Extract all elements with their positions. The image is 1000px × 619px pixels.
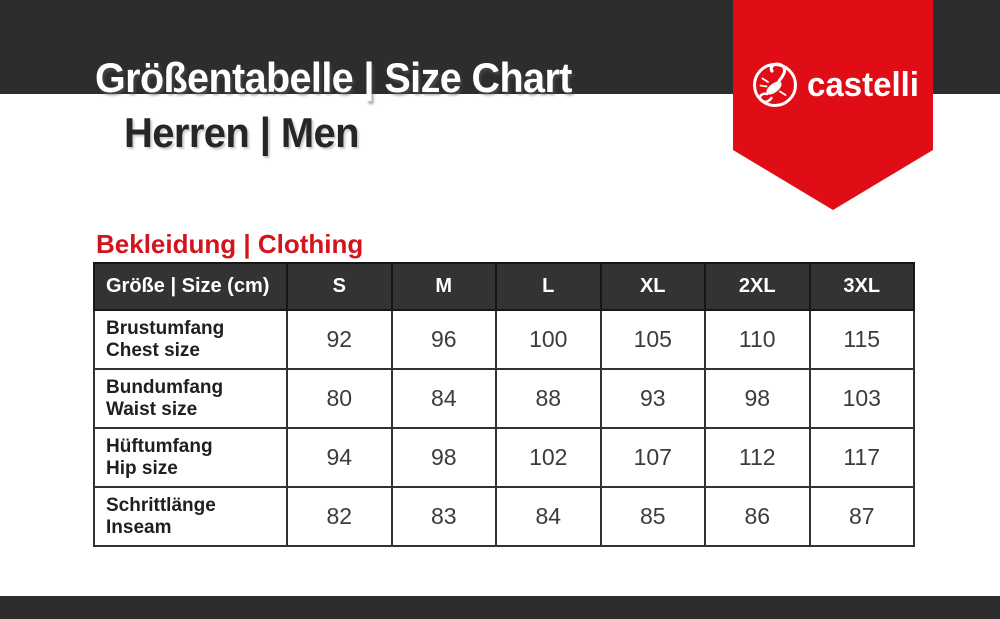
table-cell: 100 bbox=[495, 309, 602, 370]
row-label-en: Chest size bbox=[106, 339, 200, 361]
table-cell: 83 bbox=[390, 486, 497, 547]
row-label-de: Bundumfang bbox=[106, 376, 224, 398]
brand-pennant: castelli bbox=[733, 0, 933, 210]
table-cell: 86 bbox=[704, 486, 811, 547]
page-subtitle: Herren | Men bbox=[124, 109, 360, 156]
table-cell: 98 bbox=[704, 368, 811, 429]
table-cell: 82 bbox=[286, 486, 393, 547]
table-cell: 115 bbox=[808, 309, 915, 370]
table-cell: 103 bbox=[808, 368, 915, 429]
table-header-row: Größe | Size (cm) S M L XL 2XL 3XL bbox=[93, 262, 915, 311]
column-header-s: S bbox=[286, 262, 393, 311]
table-cell: 94 bbox=[286, 427, 393, 488]
table-cell: 84 bbox=[390, 368, 497, 429]
table-cell: 87 bbox=[808, 486, 915, 547]
table-cell: 96 bbox=[390, 309, 497, 370]
row-label-en: Hip size bbox=[106, 457, 178, 479]
row-label: Brustumfang Chest size bbox=[93, 309, 288, 370]
pennant-ribbon bbox=[733, 0, 933, 210]
table-row-waist: Bundumfang Waist size 80 84 88 93 98 103 bbox=[93, 368, 915, 429]
row-label: Bundumfang Waist size bbox=[93, 368, 288, 429]
table-row-chest: Brustumfang Chest size 92 96 100 105 110… bbox=[93, 309, 915, 370]
table-cell: 105 bbox=[599, 309, 706, 370]
table-cell: 110 bbox=[704, 309, 811, 370]
bottom-banner bbox=[0, 596, 1000, 619]
column-header-size: Größe | Size (cm) bbox=[93, 262, 288, 311]
row-label-de: Hüftumfang bbox=[106, 435, 213, 457]
brand-wordmark: castelli bbox=[807, 66, 919, 104]
table-cell: 84 bbox=[495, 486, 602, 547]
column-header-m: M bbox=[390, 262, 497, 311]
row-label: Hüftumfang Hip size bbox=[93, 427, 288, 488]
table-cell: 92 bbox=[286, 309, 393, 370]
table-cell: 85 bbox=[599, 486, 706, 547]
table-cell: 112 bbox=[704, 427, 811, 488]
column-header-l: L bbox=[495, 262, 602, 311]
table-cell: 80 bbox=[286, 368, 393, 429]
row-label: Schrittlänge Inseam bbox=[93, 486, 288, 547]
table-cell: 88 bbox=[495, 368, 602, 429]
row-label-de: Brustumfang bbox=[106, 317, 225, 339]
table-row-inseam: Schrittlänge Inseam 82 83 84 85 86 87 bbox=[93, 486, 915, 547]
row-label-de: Schrittlänge bbox=[106, 494, 216, 516]
table-row-hip: Hüftumfang Hip size 94 98 102 107 112 11… bbox=[93, 427, 915, 488]
table-cell: 107 bbox=[599, 427, 706, 488]
table-cell: 98 bbox=[390, 427, 497, 488]
row-label-en: Inseam bbox=[106, 516, 172, 538]
column-header-3xl: 3XL bbox=[808, 262, 915, 311]
column-header-2xl: 2XL bbox=[704, 262, 811, 311]
table-cell: 102 bbox=[495, 427, 602, 488]
scorpion-icon bbox=[753, 62, 797, 107]
table-cell: 93 bbox=[599, 368, 706, 429]
table-cell: 117 bbox=[808, 427, 915, 488]
column-header-xl: XL bbox=[599, 262, 706, 311]
size-chart-table: Größe | Size (cm) S M L XL 2XL 3XL Brust… bbox=[93, 262, 915, 547]
page-title: Größentabelle | Size Chart bbox=[95, 54, 572, 101]
row-label-en: Waist size bbox=[106, 398, 198, 420]
section-heading: Bekleidung | Clothing bbox=[96, 229, 364, 259]
